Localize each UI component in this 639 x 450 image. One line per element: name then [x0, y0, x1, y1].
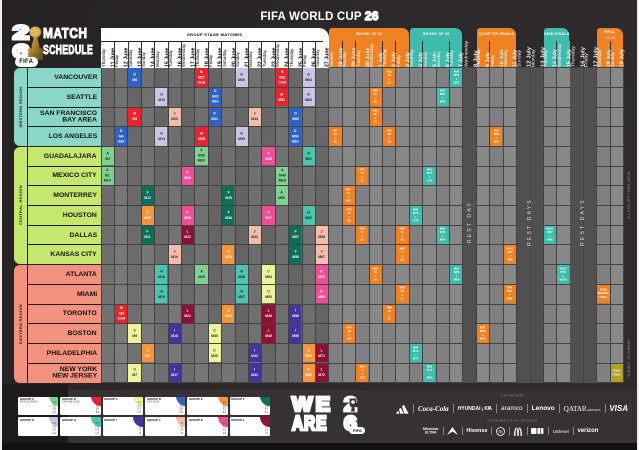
svg-text:m: m: [498, 429, 502, 435]
